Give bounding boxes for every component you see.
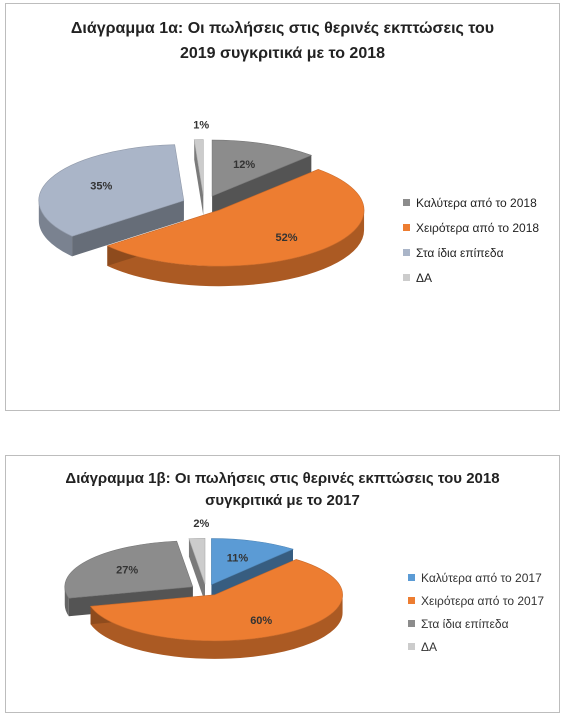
legend-swatch (408, 643, 415, 650)
chart-title-line-1: Διάγραμμα 1α: Οι πωλήσεις στις θερινές ε… (70, 20, 495, 37)
pie-slice-side-na (194, 139, 204, 216)
legend-label: Χειρότερα από το 2017 (421, 593, 545, 608)
chart-title-line-2: συγκριτικά με το 2017 (205, 492, 360, 509)
chart-title-line-1: Διάγραμμα 1β: Οι πωλήσεις στις θερινές ε… (65, 470, 500, 487)
legend-label: Χειρότερα από το 2018 (416, 220, 540, 235)
pie-slice-worse (90, 559, 343, 642)
legend-label: Καλύτερα από το 2017 (421, 570, 542, 585)
legend-item-same: Στα ίδια επίπεδα (408, 612, 544, 635)
legend-label: Καλύτερα από το 2018 (416, 195, 537, 210)
pie-slice-same (38, 144, 185, 237)
pie-slice-na (193, 139, 204, 196)
legend-swatch (403, 274, 410, 281)
pie-label-same: 35% (90, 181, 112, 193)
legend-item-na: ΔΑ (408, 635, 544, 658)
pie-slice-rim (38, 200, 73, 257)
legend-item-same: Στα ίδια επίπεδα (403, 240, 539, 265)
legend-item-na: ΔΑ (403, 265, 539, 290)
legend-item-worse: Χειρότερα από το 2018 (403, 215, 539, 240)
legend-item-better: Καλύτερα από το 2018 (403, 190, 539, 215)
legend-item-worse: Χειρότερα από το 2017 (408, 589, 544, 612)
pie-slice-side-better (212, 155, 312, 217)
legend-item-better: Καλύτερα από το 2017 (408, 566, 544, 589)
pie-slice-rim (64, 586, 69, 617)
pie-slice-cut (194, 139, 204, 216)
pie-slice-cut (72, 200, 184, 257)
pie-label-better: 12% (233, 159, 255, 171)
legend-swatch (403, 199, 410, 206)
legend-swatch (408, 620, 415, 627)
chart-title-line-2: 2019 συγκριτικά με το 2018 (179, 45, 386, 62)
chart-panel-1b: Διάγραμμα 1β: Οι πωλήσεις στις θερινές ε… (5, 455, 560, 713)
pie-chart-1b: 11% 60% 27% 2% (64, 518, 343, 659)
pie-slice-worse (106, 169, 365, 267)
legend-label: ΔΑ (421, 639, 438, 654)
pie-label-better: 11% (227, 553, 249, 565)
legend-swatch (408, 574, 415, 581)
chart-legend: Καλύτερα από το 2017 Χειρότερα από το 20… (408, 566, 544, 658)
pie-slice-better (211, 538, 294, 586)
pie-label-worse: 52% (276, 232, 298, 244)
pie-slice-cut (188, 538, 205, 603)
legend-swatch (403, 224, 410, 231)
pie-slice-same (64, 540, 194, 599)
pie-chart-1a: 12% 52% 35% 1% (38, 119, 365, 287)
pie-label-na: 1% (193, 119, 209, 131)
legend-label: Στα ίδια επίπεδα (421, 616, 509, 631)
pie-slice-side-na (188, 538, 205, 603)
chart-panel-1a: Διάγραμμα 1α: Οι πωλήσεις στις θερινές ε… (5, 3, 560, 411)
pie-slice-na (188, 537, 206, 585)
chart-title: Διάγραμμα 1β: Οι πωλήσεις στις θερινές ε… (6, 468, 559, 512)
legend-label: ΔΑ (416, 270, 433, 285)
legend-swatch (408, 597, 415, 604)
pie-slice-better (211, 139, 313, 197)
pie-label-same: 27% (116, 565, 138, 577)
legend-label: Στα ίδια επίπεδα (416, 245, 504, 260)
chart-legend: Καλύτερα από το 2018 Χειρότερα από το 20… (403, 190, 539, 290)
chart-title: Διάγραμμα 1α: Οι πωλήσεις στις θερινές ε… (6, 16, 559, 66)
pie-slice-cut (212, 155, 312, 217)
pie-label-worse: 60% (250, 615, 272, 627)
pie-slice-rim (107, 210, 365, 287)
pie-slice-rim (90, 594, 343, 659)
pie-label-na: 2% (193, 518, 209, 530)
legend-swatch (403, 249, 410, 256)
